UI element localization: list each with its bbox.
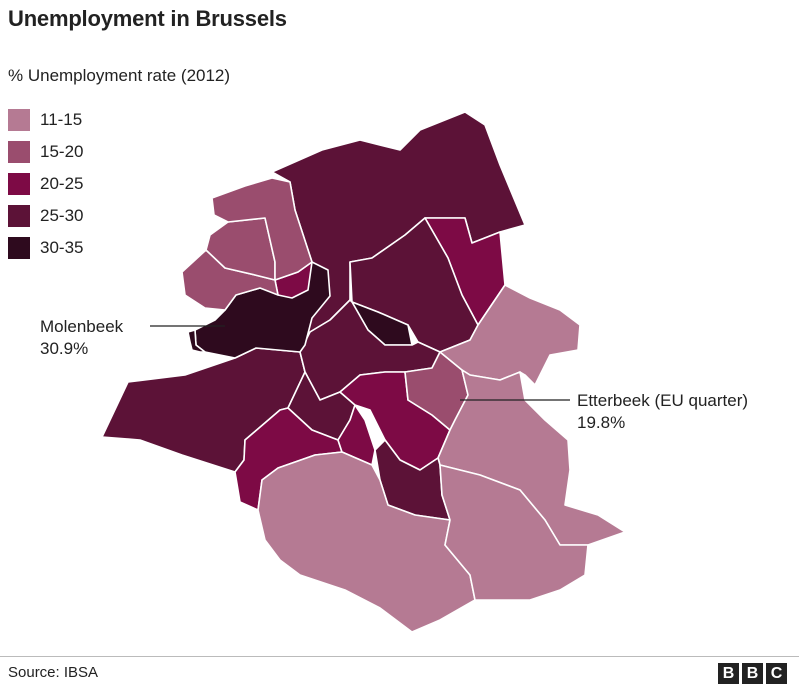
- etterbeek-callout: Etterbeek (EU quarter) 19.8%: [577, 390, 748, 434]
- bbc-logo-letter: B: [742, 663, 763, 684]
- legend-swatch: [8, 173, 30, 195]
- bbc-logo-letter: B: [718, 663, 739, 684]
- legend-swatch: [8, 109, 30, 131]
- region-molenbeek-tip: [187, 329, 206, 353]
- legend-label: 15-20: [40, 142, 84, 161]
- region-watermael-boitsfort: [439, 464, 589, 601]
- map-title: Unemployment in Brussels: [8, 6, 287, 31]
- etterbeek-value: 19.8%: [577, 413, 626, 432]
- legend-item-15-20: 15-20: [8, 140, 83, 164]
- region-woluwe-saint-lambert: [439, 284, 581, 386]
- legend-swatch: [8, 237, 30, 259]
- legend-item-25-30: 25-30: [8, 204, 83, 228]
- legend-label: 11-15: [40, 110, 83, 129]
- legend-label: 25-30: [40, 206, 84, 225]
- legend-swatch: [8, 141, 30, 163]
- source-note: Source: IBSA: [8, 664, 99, 681]
- footer-divider: [0, 656, 799, 657]
- legend-item-20-25: 20-25: [8, 172, 83, 196]
- legend: 11-15 15-20 20-25 25-30 30-35: [8, 108, 83, 268]
- legend-swatch: [8, 205, 30, 227]
- etterbeek-name: Etterbeek (EU quarter): [577, 391, 749, 410]
- legend-item-11-15: 11-15: [8, 108, 83, 132]
- molenbeek-name: Molenbeek: [40, 317, 124, 336]
- legend-label: 30-35: [40, 238, 84, 257]
- molenbeek-value: 30.9%: [40, 339, 89, 358]
- legend-item-30-35: 30-35: [8, 236, 83, 260]
- molenbeek-callout: Molenbeek 30.9%: [40, 316, 123, 360]
- region-jette: [211, 177, 313, 281]
- legend-title: % Unemployment rate (2012): [8, 66, 231, 85]
- bbc-logo-letter: C: [766, 663, 787, 684]
- region-woluwe-saint-pierre: [437, 369, 626, 546]
- bbc-logo: B B C: [718, 663, 787, 684]
- legend-label: 20-25: [40, 174, 84, 193]
